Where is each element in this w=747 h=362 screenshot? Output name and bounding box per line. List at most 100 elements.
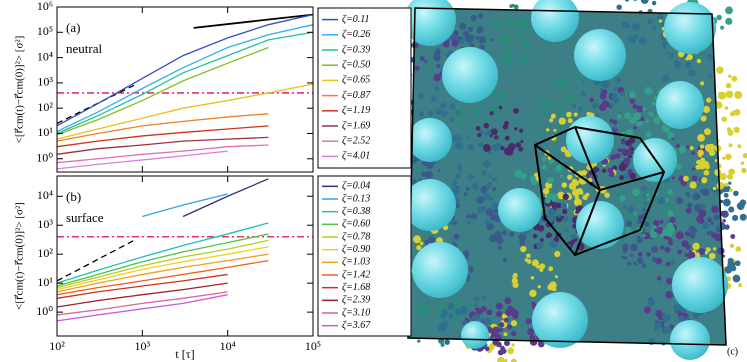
bead	[559, 174, 564, 178]
bead	[653, 116, 661, 125]
bead	[671, 176, 675, 180]
bead	[630, 253, 634, 257]
bead	[417, 92, 424, 100]
series-line	[56, 253, 269, 293]
bead	[455, 117, 463, 125]
bead	[572, 94, 579, 100]
bead	[580, 76, 587, 82]
legend-label: ζ=0.13	[342, 193, 370, 204]
bead	[675, 143, 681, 149]
bead	[735, 246, 742, 252]
bead	[710, 221, 715, 226]
bead	[612, 119, 618, 125]
bead	[665, 277, 673, 285]
bead	[667, 189, 673, 195]
series-line	[56, 222, 269, 284]
bead	[569, 78, 573, 83]
bead	[480, 205, 486, 212]
bead	[497, 245, 503, 250]
bead	[465, 186, 470, 191]
bead	[645, 119, 650, 123]
bead	[587, 177, 593, 183]
bead	[498, 105, 503, 110]
bead	[616, 4, 622, 10]
bead	[553, 287, 557, 292]
bead	[625, 220, 633, 227]
bead	[716, 66, 724, 74]
bead	[698, 248, 706, 255]
cell-edge	[534, 144, 601, 191]
bead	[677, 249, 683, 255]
bead	[547, 208, 556, 217]
cell-edge	[599, 171, 665, 191]
bead	[537, 340, 545, 348]
bead	[663, 45, 667, 49]
bead	[475, 35, 480, 40]
bead	[624, 112, 632, 120]
nanoparticle	[576, 201, 624, 249]
series-line	[182, 178, 269, 218]
bead	[502, 123, 509, 130]
bead	[731, 75, 738, 82]
bead	[480, 187, 487, 194]
bead	[659, 219, 664, 224]
bead	[667, 210, 674, 217]
bead	[493, 20, 500, 26]
series-line	[56, 125, 269, 148]
bead	[719, 173, 727, 181]
bead	[572, 104, 577, 109]
bead	[636, 219, 642, 225]
bead	[639, 120, 644, 126]
bead	[620, 91, 626, 97]
bead	[501, 230, 507, 236]
bead	[733, 190, 739, 197]
bead	[562, 208, 568, 215]
bead	[482, 192, 490, 201]
bead	[696, 183, 701, 187]
bead	[734, 90, 743, 99]
bead	[506, 59, 513, 65]
simulation-snapshot	[387, 0, 747, 362]
bead	[475, 125, 481, 131]
bead	[520, 172, 527, 180]
bead	[648, 216, 652, 221]
bead	[459, 108, 465, 114]
bead	[434, 85, 440, 91]
bead	[496, 311, 503, 318]
bead	[659, 206, 668, 214]
bead	[548, 233, 553, 238]
bead	[711, 232, 717, 239]
bead	[724, 224, 730, 230]
legend-label: ζ=0.78	[342, 231, 370, 242]
bead	[504, 47, 511, 54]
series-line	[56, 239, 269, 289]
bead	[663, 326, 672, 334]
series-line	[56, 13, 314, 127]
bead	[623, 256, 628, 260]
series-line	[142, 193, 228, 218]
bead	[625, 129, 634, 137]
bead	[621, 255, 625, 260]
bead	[704, 128, 711, 136]
series-line	[56, 136, 269, 155]
legend-label: ζ=0.50	[342, 59, 370, 70]
bead	[706, 97, 712, 103]
bead	[504, 358, 508, 362]
bead	[722, 198, 731, 207]
bead	[646, 252, 651, 257]
bead	[482, 144, 491, 152]
bead	[644, 86, 652, 95]
x-tick-label: 10⁴	[220, 339, 236, 353]
bead	[600, 89, 608, 96]
bead	[727, 260, 736, 269]
bead	[507, 36, 515, 44]
bead	[483, 122, 490, 129]
bead	[621, 21, 629, 29]
bead	[504, 297, 512, 305]
legend-label: ζ=0.39	[342, 44, 370, 55]
bead	[436, 48, 441, 53]
bead	[518, 128, 524, 133]
bead	[734, 260, 741, 267]
bead	[581, 80, 586, 85]
bead	[572, 223, 577, 229]
